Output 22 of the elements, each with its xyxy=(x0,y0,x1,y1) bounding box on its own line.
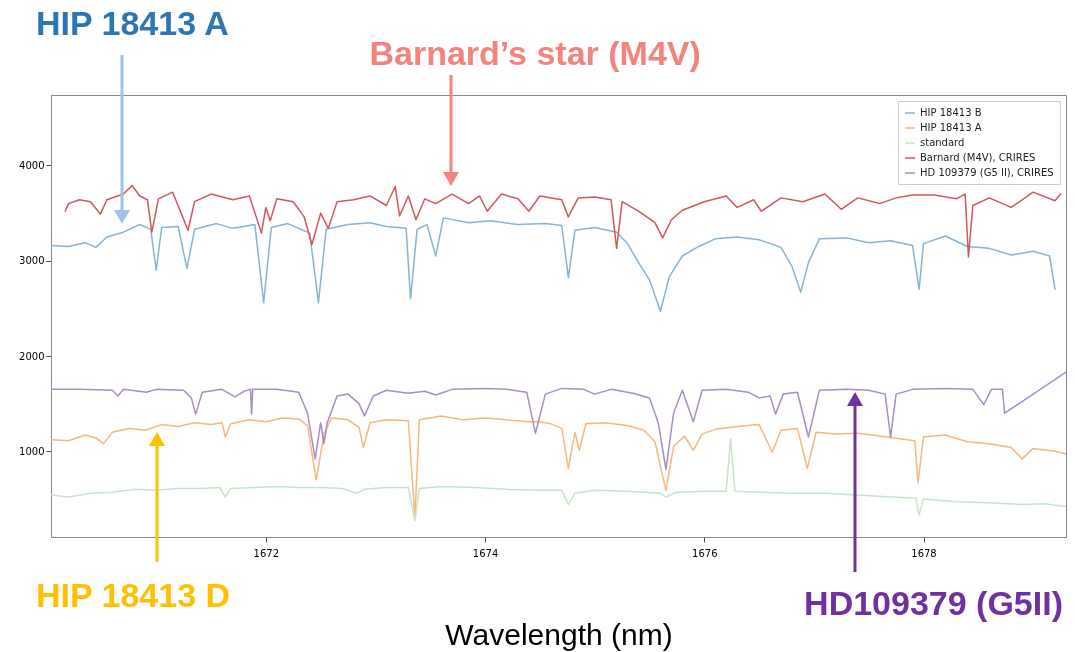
text: HIP 18413 A xyxy=(36,4,229,42)
x-tick-label: 1678 xyxy=(911,547,937,559)
legend-label: HD 109379 (G5 II), CRIRES xyxy=(920,167,1054,178)
line-series xyxy=(51,217,1056,312)
line-series xyxy=(64,184,1062,258)
text: Barnard’s star (M4V) xyxy=(369,34,701,72)
x-tick-label: 1676 xyxy=(692,547,718,559)
x-axis-title: Wavelength (nm) xyxy=(445,617,673,651)
y-tick-label: 2000 xyxy=(19,350,45,362)
y-tick-label: 1000 xyxy=(19,445,45,457)
legend-label: Barnard (M4V), CRIRES xyxy=(920,152,1036,163)
y-tick-label: 3000 xyxy=(19,255,45,267)
text: HD109379 (G5II) xyxy=(804,584,1063,622)
y-tick-label: 4000 xyxy=(19,159,45,171)
text: HIP 18413 D xyxy=(36,576,231,614)
line-series xyxy=(51,438,1066,522)
x-tick-label: 1674 xyxy=(472,547,499,559)
x-tick-label: 1672 xyxy=(253,547,280,559)
legend-label: standard xyxy=(920,137,965,148)
line-series xyxy=(51,371,1066,471)
legend-label: HIP 18413 A xyxy=(920,122,982,133)
legend-label: HIP 18413 B xyxy=(920,107,982,118)
